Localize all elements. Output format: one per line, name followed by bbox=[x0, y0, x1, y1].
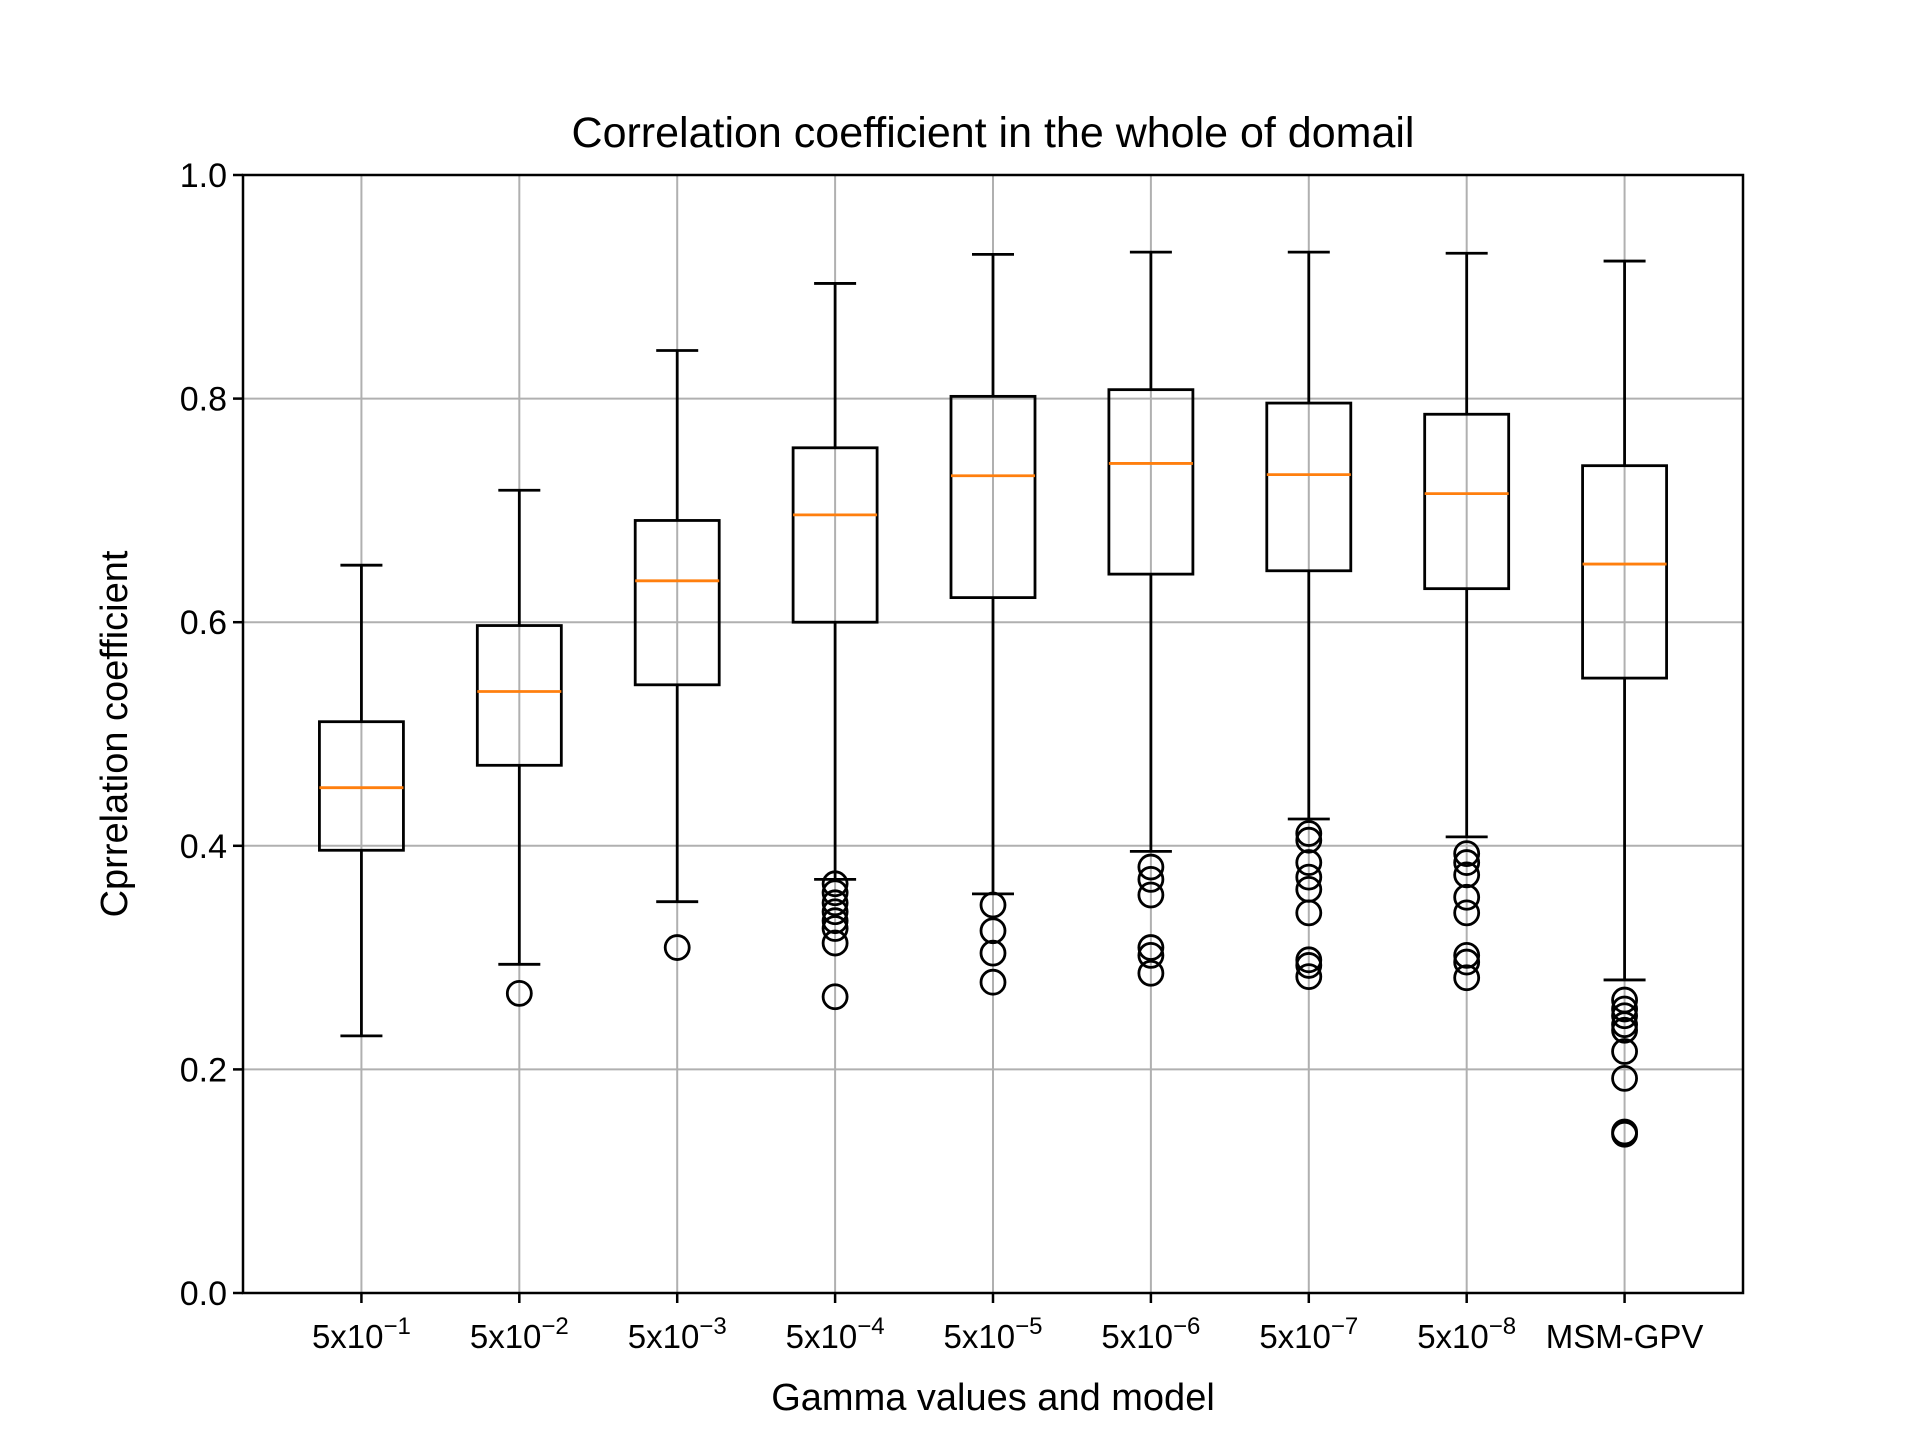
y-tick-label: 0.2 bbox=[180, 1051, 227, 1089]
x-tick-label: 5x10−2 bbox=[470, 1313, 569, 1355]
box-plot-series bbox=[318, 250, 1668, 1148]
box-group bbox=[1423, 251, 1511, 992]
outlier-point bbox=[1295, 952, 1323, 979]
outlier-point bbox=[1453, 861, 1481, 889]
box-group bbox=[1107, 250, 1195, 987]
y-tick-label: 0.8 bbox=[180, 381, 227, 419]
x-tick-label: 5x10−1 bbox=[312, 1313, 411, 1355]
outlier-point bbox=[1295, 820, 1323, 847]
iqr-box bbox=[1107, 388, 1195, 576]
outlier-point bbox=[505, 979, 533, 1007]
outlier-point bbox=[1137, 853, 1165, 881]
y-tick-label: 0.4 bbox=[180, 828, 227, 866]
iqr-box bbox=[949, 394, 1037, 600]
outlier-point bbox=[1137, 941, 1165, 969]
outlier-point bbox=[1295, 899, 1323, 927]
box-group bbox=[475, 488, 563, 1007]
outlier-point bbox=[1137, 881, 1165, 909]
outlier-point bbox=[1453, 899, 1481, 927]
outlier-point bbox=[1453, 941, 1481, 969]
x-tick-label: 5x10−3 bbox=[628, 1313, 727, 1355]
x-tick-label: 5x10−5 bbox=[944, 1313, 1043, 1355]
x-tick-label: MSM-GPV bbox=[1546, 1318, 1704, 1355]
x-tick-label: 5x10−7 bbox=[1259, 1313, 1358, 1355]
outlier-point bbox=[821, 870, 849, 898]
iqr-box bbox=[1265, 401, 1353, 573]
box-group bbox=[949, 252, 1037, 996]
outlier-point bbox=[821, 929, 849, 957]
outlier-point bbox=[1453, 964, 1481, 992]
x-tick-label: 5x10−4 bbox=[786, 1313, 885, 1355]
outlier-point bbox=[1295, 963, 1323, 991]
outlier-point bbox=[1611, 1002, 1638, 1030]
outlier-point bbox=[1611, 1120, 1638, 1148]
outlier-point bbox=[1137, 959, 1165, 987]
outlier-point bbox=[1295, 863, 1323, 891]
y-axis-label: Cprrelation coefficient bbox=[94, 550, 136, 917]
box-group bbox=[1265, 250, 1353, 991]
outlier-point bbox=[821, 915, 849, 942]
outlier-point bbox=[1611, 1064, 1638, 1092]
outlier-point bbox=[979, 917, 1007, 945]
chart-title: Correlation coefficient in the whole of … bbox=[572, 109, 1415, 157]
outlier-point bbox=[1453, 840, 1481, 868]
y-tick-label: 0.0 bbox=[180, 1275, 227, 1313]
outlier-point bbox=[1611, 1016, 1638, 1044]
outlier-point bbox=[1137, 865, 1165, 893]
x-axis-label: Gamma values and model bbox=[771, 1377, 1215, 1419]
iqr-box bbox=[475, 624, 563, 767]
iqr-box bbox=[1581, 464, 1668, 680]
outlier-point bbox=[1295, 849, 1323, 876]
outlier-point bbox=[821, 898, 849, 926]
x-tick-label: 5x10−8 bbox=[1417, 1313, 1516, 1355]
iqr-box bbox=[1423, 412, 1511, 591]
x-tick-label: 5x10−6 bbox=[1101, 1313, 1200, 1355]
outlier-point bbox=[1453, 948, 1481, 976]
box-group bbox=[791, 282, 879, 1011]
outlier-point bbox=[1453, 883, 1481, 911]
box-group bbox=[318, 563, 405, 1038]
outlier-point bbox=[979, 891, 1007, 919]
outlier-point bbox=[821, 983, 849, 1011]
iqr-box bbox=[318, 720, 405, 852]
outlier-point bbox=[979, 968, 1007, 996]
outlier-point bbox=[821, 907, 849, 935]
outlier-point bbox=[821, 879, 849, 907]
outlier-point bbox=[821, 889, 849, 917]
outlier-point bbox=[1137, 934, 1165, 961]
outlier-point bbox=[663, 934, 691, 961]
outlier-point bbox=[1295, 826, 1323, 854]
y-tick-label: 0.6 bbox=[180, 604, 227, 642]
y-tick-label: 1.0 bbox=[180, 157, 227, 195]
box-group bbox=[633, 349, 721, 961]
outlier-point bbox=[1453, 849, 1481, 876]
iqr-box bbox=[791, 446, 879, 624]
axis-ticks: 0.0 0.2 0.4 0.6 0.8 1.0 5x10−1 5x10−2 5x10−3 5x10… bbox=[180, 157, 1704, 1355]
outlier-point bbox=[979, 939, 1007, 967]
outlier-point bbox=[1611, 1038, 1638, 1065]
iqr-box bbox=[633, 519, 721, 687]
outlier-point bbox=[1611, 995, 1638, 1023]
box-group bbox=[1581, 259, 1668, 1148]
